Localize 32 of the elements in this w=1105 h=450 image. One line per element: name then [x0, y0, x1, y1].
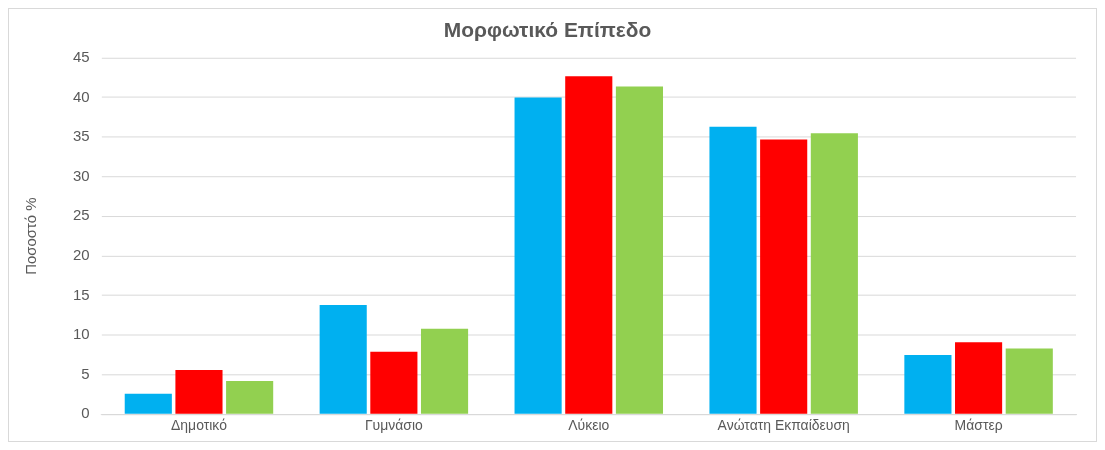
- y-tick-label: 45: [72, 48, 90, 66]
- bar: [514, 97, 562, 414]
- bar: [565, 76, 613, 414]
- bar: [615, 86, 664, 414]
- bar: [226, 381, 274, 414]
- bar: [955, 342, 1003, 414]
- y-tick-label: 0: [81, 404, 90, 422]
- bar: [319, 305, 367, 414]
- x-tick-label: Δημοτικό: [171, 416, 228, 433]
- y-tick-label: 15: [72, 285, 90, 303]
- bar: [420, 328, 469, 414]
- y-tick-label: 25: [72, 206, 90, 224]
- y-axis-title: Ποσοστό %: [22, 197, 40, 275]
- bar: [709, 126, 757, 414]
- y-tick-label: 10: [72, 325, 90, 343]
- bar: [1005, 348, 1053, 414]
- bar: [904, 354, 952, 414]
- y-tick-label: 30: [72, 166, 90, 184]
- x-tick-label: Ανώτατη Εκπαίδευση: [717, 416, 850, 433]
- bar: [124, 393, 172, 414]
- x-tick-label: Μάστερ: [954, 416, 1003, 433]
- x-tick-label: Γυμνάσιο: [364, 416, 424, 433]
- y-tick-label: 40: [72, 87, 90, 105]
- chart-title: Μορφωτικό Επίπεδο: [443, 18, 652, 42]
- bar: [370, 351, 418, 414]
- bar: [810, 133, 858, 414]
- bar: [760, 139, 808, 414]
- y-tick-label: 5: [81, 364, 90, 382]
- x-tick-label: Λύκειο: [568, 416, 610, 433]
- y-tick-label: 35: [72, 127, 90, 145]
- bar: [175, 369, 223, 414]
- y-tick-label: 20: [72, 246, 90, 264]
